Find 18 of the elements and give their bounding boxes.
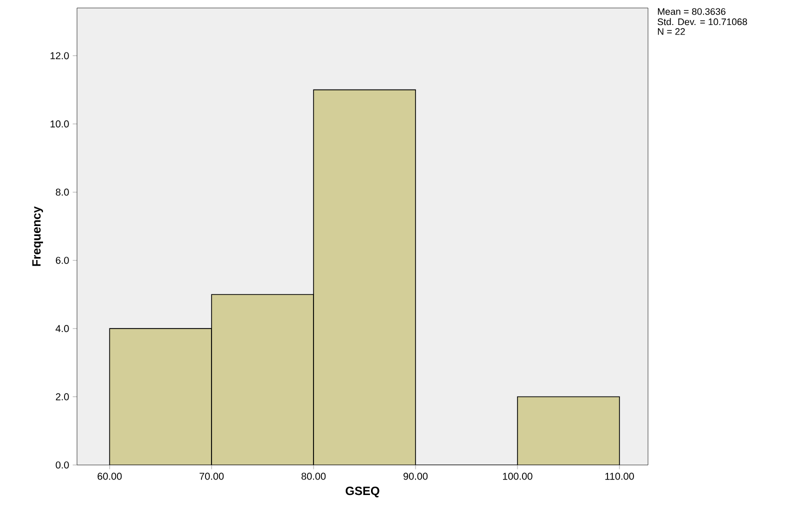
y-tick-label: 0.0 [56,461,69,469]
y-axis-title: Frequency [32,206,44,266]
text: N = 22 [658,28,685,35]
x-tick-label: 70.00 [200,472,224,480]
x-tick-label: 90.00 [404,472,428,480]
x-tick-label: 60.00 [98,472,122,480]
y-tick-label: 4.0 [56,325,69,332]
y-tick-label: 6.0 [56,256,69,264]
text: Mean = 80.3636 [658,8,726,15]
x-tick-label: 80.00 [302,472,326,480]
text: Std. Dev. = 10.71068 [658,18,748,26]
y-tick-label: 2.0 [56,393,69,400]
y-tick-label: 8.0 [56,188,69,196]
x-axis-title: GSEQ [346,486,380,498]
x-tick-label: 110.00 [605,472,634,480]
y-tick-label: 10.0 [50,120,69,128]
x-tick-label: 100.00 [503,472,532,480]
y-tick-label: 12.0 [50,52,69,60]
